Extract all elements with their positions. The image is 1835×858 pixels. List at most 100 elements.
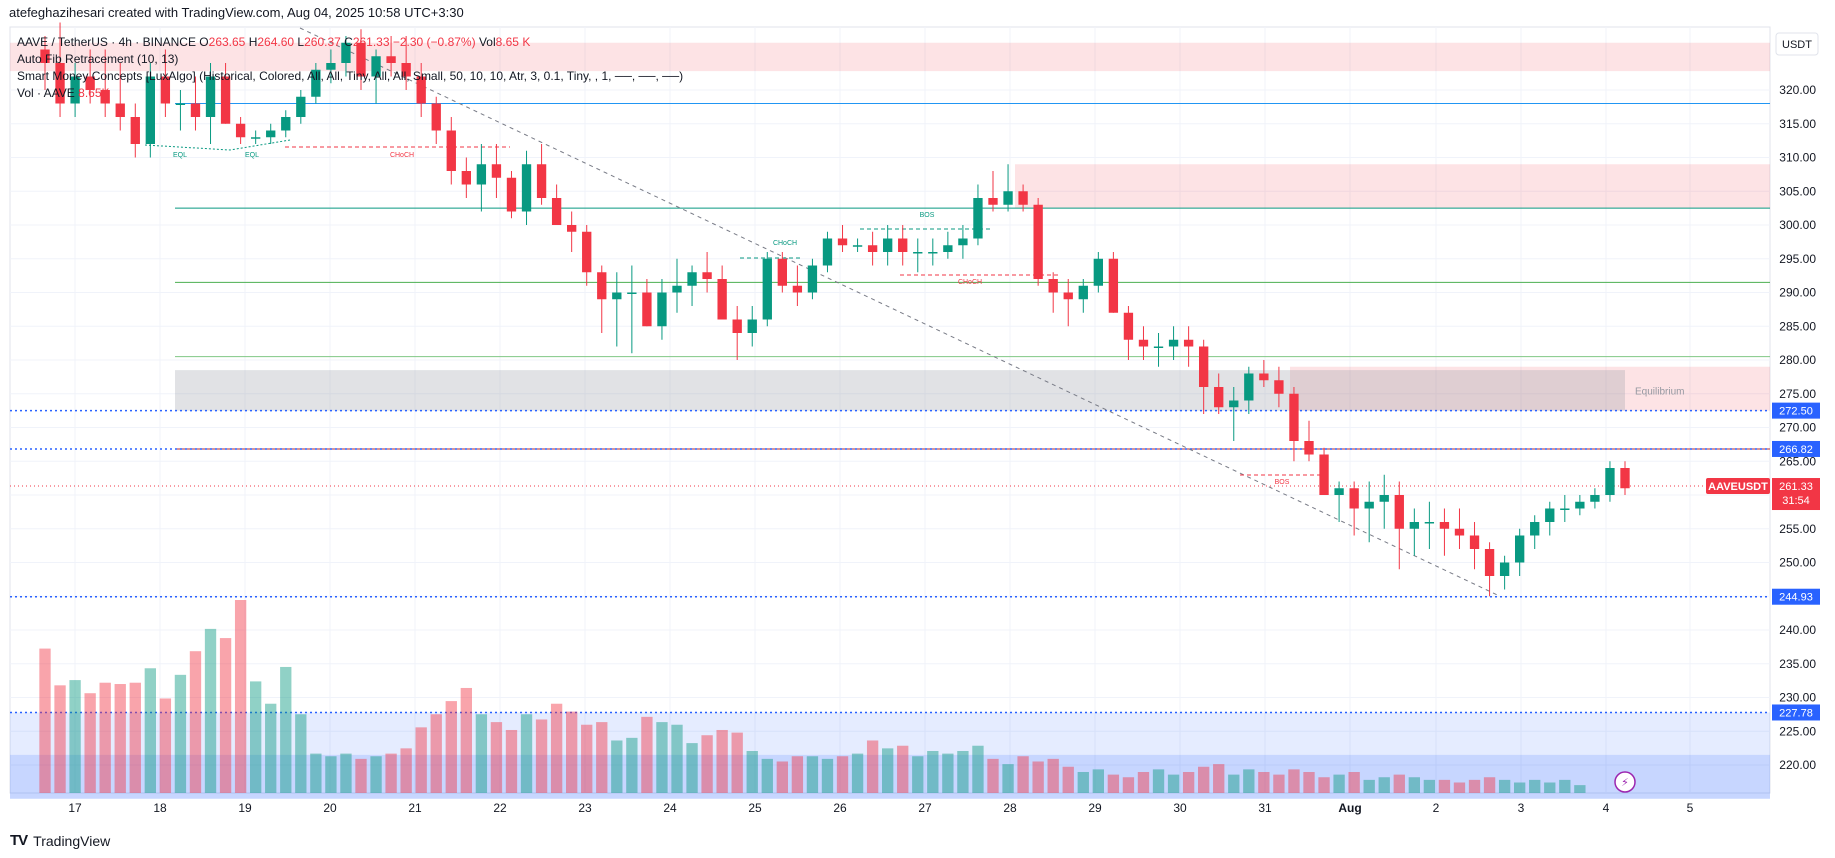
candle-body [883,238,893,252]
candle-body [1605,468,1615,495]
candle-body [1003,191,1013,205]
structure-label: CHoCH [773,240,797,247]
candle-body [687,272,697,286]
lightning-icon-glyph: ⚡ [1621,776,1629,789]
volume-bar [1514,782,1526,793]
structure-label: EQL [173,152,187,159]
volume-bar [1423,779,1436,793]
structure-label: BOS [1275,479,1290,486]
brand-name: TradingView [33,832,111,849]
volume-bar [1017,756,1029,793]
candle-body [1063,292,1073,300]
candle-body [431,103,441,131]
y-tick-label: 250.00 [1779,556,1816,570]
candle-body [867,245,878,252]
x-tick-label: 25 [748,801,762,815]
volume-bar [1574,785,1586,793]
volume-zone [10,712,1770,799]
volume-bar [806,756,819,793]
candle-body [792,285,803,293]
x-tick-label: 5 [1687,801,1694,815]
volume-bar [1077,771,1089,793]
candle-body [612,292,622,300]
candle-body [100,90,110,104]
volume-bar [99,682,111,793]
candle-body [296,96,306,117]
volume-bar [415,727,427,793]
volume-bar [987,758,999,793]
volume-bar [776,761,788,793]
volume-bar [490,722,503,793]
candle-body [130,117,140,144]
candle-body [356,42,366,77]
candle-body [160,76,171,104]
candle-body [371,56,381,77]
close-label: C [344,35,353,49]
candle-body [1575,501,1585,509]
candle-body [657,292,667,327]
indicator-fib[interactable]: Auto Fib Retracement (10, 13) [17,52,179,66]
candle-body [642,292,652,327]
y-tick-label: 265.00 [1779,454,1816,468]
indicator-volume[interactable]: Vol · AAVE 8.65K [17,86,110,100]
candle-body [1108,258,1119,313]
x-tick-label: 31 [1258,801,1272,815]
x-tick-label: 4 [1603,801,1610,815]
x-tick-label: 21 [408,801,422,815]
candle-body [551,198,562,225]
symbol-tag [1706,478,1770,495]
candle-body [582,231,592,273]
low-label: L [297,35,305,49]
tradingview-brand[interactable]: TV TradingView [10,832,110,849]
volume-bar [1047,758,1059,793]
volume-bar [671,724,683,793]
candle-body [175,103,186,105]
trend-line [299,27,1501,597]
volume-bar [851,753,864,793]
volume-bar [144,668,156,793]
candle-body [326,63,336,70]
y-tick-label: 295.00 [1779,252,1816,266]
candle-body [1409,522,1419,529]
volume-bar [1107,774,1120,793]
y-tick-label: 280.00 [1779,353,1816,367]
volume-bar [1453,782,1466,793]
volume-bar [1213,764,1225,793]
candle-body [1153,346,1164,348]
lightning-icon [1614,771,1636,793]
volume-bar [1198,766,1210,793]
x-tick-label: 3 [1518,801,1525,815]
structure-label: CHoCH [958,279,982,286]
candle-body [1259,373,1269,381]
x-tick-label: 17 [68,801,82,815]
volume-bar [39,648,51,793]
candle-body [837,238,848,246]
price-label-box [1772,440,1820,457]
candle-body [1229,400,1239,408]
indicator-smc[interactable]: Smart Money Concepts [LuxAlgo] (Historic… [17,69,684,83]
volume-bar [265,703,277,793]
candle-body [1515,535,1525,563]
volume-bar [1378,777,1390,793]
indicator-volume-value: 8.65K [78,86,110,100]
price-label-text: 227.78 [1779,707,1813,719]
price-label-box [1772,588,1820,605]
y-tick-label: 285.00 [1779,319,1816,333]
candle-body [1334,488,1344,495]
volume-bar [1152,769,1165,793]
eql-line [144,139,291,151]
volume-bar [340,753,352,793]
candle-body [1424,522,1435,524]
candle-body [1214,387,1224,408]
candle-body [1454,528,1465,536]
last-price-value: 261.33 [1779,481,1813,493]
open-label: O [199,35,209,49]
volume-bar [280,666,292,793]
candle-body [235,123,246,138]
x-tick-label: 30 [1173,801,1187,815]
volume-bar [716,729,728,793]
candle-body [476,164,487,185]
volume-bar [189,651,202,793]
volume-bar [550,703,563,793]
